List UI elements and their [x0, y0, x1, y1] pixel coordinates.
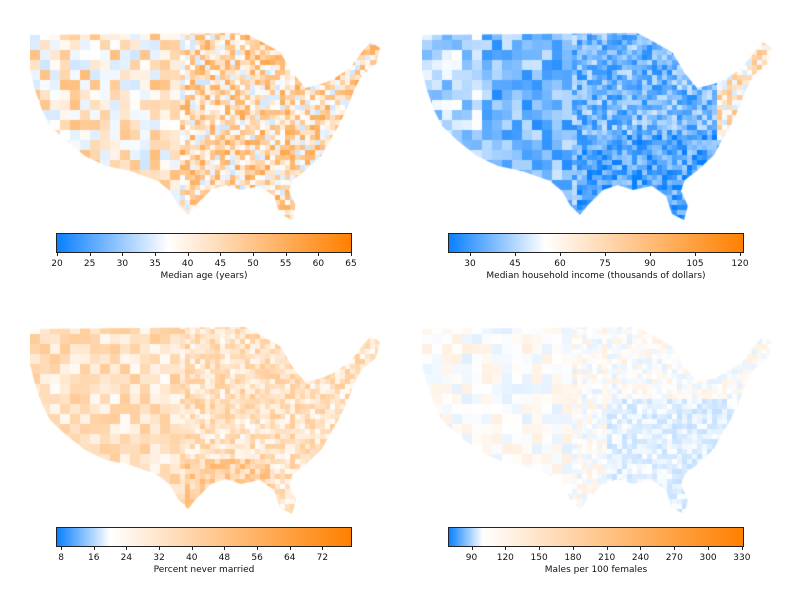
tick-label: 60: [554, 259, 566, 269]
tick-label: 8: [58, 553, 64, 563]
tick-label: 40: [186, 553, 198, 563]
tick-mark: [93, 546, 95, 550]
tick-mark: [257, 546, 259, 550]
tick-mark: [650, 252, 651, 256]
tick-mark: [605, 252, 606, 256]
tick-label: 50: [247, 259, 259, 269]
tick-mark: [159, 546, 161, 550]
tick-label: 270: [665, 553, 683, 563]
tick-label: 90: [644, 259, 656, 269]
tick-label: 30: [464, 259, 476, 269]
tick-label: 330: [733, 553, 751, 563]
tick-mark: [351, 252, 352, 256]
tick-label: 300: [699, 553, 717, 563]
tick-mark: [253, 252, 254, 256]
tick-mark: [318, 252, 320, 256]
colorbar-label: Median household income (thousands of do…: [486, 271, 706, 281]
tick-mark: [89, 252, 91, 256]
tick-label: 24: [120, 553, 133, 563]
tick-label: 120: [496, 553, 514, 563]
tick-mark: [191, 546, 193, 550]
county-map-never-married: [30, 324, 382, 516]
tick-mark: [674, 546, 676, 550]
tick-mark: [740, 252, 741, 256]
colorbar-median-income: [448, 233, 744, 253]
tick-mark: [471, 546, 473, 550]
colorbar-label: Males per 100 females: [544, 565, 648, 575]
tick-label: 65: [345, 259, 357, 269]
tick-label: 48: [218, 553, 231, 563]
panel-males-per-females: 90 120 150 180 210 240 270 300 330 Males per 100…: [422, 324, 774, 594]
tick-mark: [606, 546, 608, 550]
tick-label: 105: [686, 259, 704, 269]
tick-mark: [708, 546, 710, 550]
tick-label: 20: [51, 259, 63, 269]
tick-mark: [224, 546, 226, 550]
tick-label: 25: [83, 259, 96, 269]
tick-mark: [322, 546, 324, 550]
tick-label: 150: [530, 553, 548, 563]
colorbar-males-per-females: [448, 527, 744, 547]
tick-mark: [470, 252, 471, 256]
tick-mark: [187, 252, 189, 256]
tick-label: 55: [279, 259, 292, 269]
tick-label: 120: [731, 259, 749, 269]
tick-mark: [285, 252, 287, 256]
tick-label: 35: [149, 259, 161, 269]
panel-median-age: 20 25 30 35 40 45 50 55 60 65 Median age (years): [30, 30, 382, 300]
colorbar-label: Median age (years): [160, 271, 248, 281]
tick-label: 30: [116, 259, 129, 269]
tick-mark: [560, 252, 561, 256]
tick-mark: [61, 546, 63, 550]
tick-mark: [572, 546, 574, 550]
colorbar-ticks: 8 16 24 32 40 48 56 64 72: [57, 546, 351, 566]
tick-mark: [505, 546, 507, 550]
colorbar-ticks: 20 25 30 35 40 45 50 55 60 65: [51, 252, 357, 272]
colorbar-ticks: 30 45 60 75 90 105 120: [449, 252, 749, 272]
county-map-median-income: [422, 30, 774, 222]
tick-mark: [741, 546, 743, 550]
colorbar-median-age: [56, 233, 352, 253]
colorbar-never-married: [56, 527, 352, 547]
tick-label: 16: [88, 553, 100, 563]
tick-label: 240: [631, 553, 650, 563]
colorbar-ticks: 90 120 150 180 210 240 270 300 330: [449, 546, 750, 566]
tick-mark: [155, 252, 156, 256]
tick-mark: [695, 252, 696, 256]
tick-label: 32: [153, 553, 165, 563]
tick-label: 64: [284, 553, 296, 563]
tick-label: 210: [598, 553, 616, 563]
tick-label: 60: [312, 259, 325, 269]
tick-label: 45: [509, 259, 521, 269]
tick-mark: [126, 546, 128, 550]
colorbar-label: Percent never married: [153, 565, 255, 575]
tick-label: 72: [316, 553, 329, 563]
tick-label: 40: [181, 259, 194, 269]
tick-mark: [289, 546, 291, 550]
tick-label: 90: [465, 553, 478, 563]
tick-label: 56: [251, 553, 263, 563]
tick-mark: [57, 252, 58, 256]
panel-median-income: 30 45 60 75 90 105 120 Median household income…: [422, 30, 774, 300]
county-map-males-per-females: [422, 324, 774, 516]
panel-never-married: 8 16 24 32 40 48 56 64 72 Percent never married: [30, 324, 382, 594]
tick-mark: [539, 546, 541, 550]
county-map-median-age: [30, 30, 382, 222]
tick-mark: [122, 252, 124, 256]
tick-label: 45: [214, 259, 227, 269]
tick-label: 75: [599, 259, 611, 269]
tick-mark: [515, 252, 516, 256]
tick-mark: [220, 252, 222, 256]
tick-mark: [640, 546, 642, 550]
tick-label: 180: [564, 553, 582, 563]
